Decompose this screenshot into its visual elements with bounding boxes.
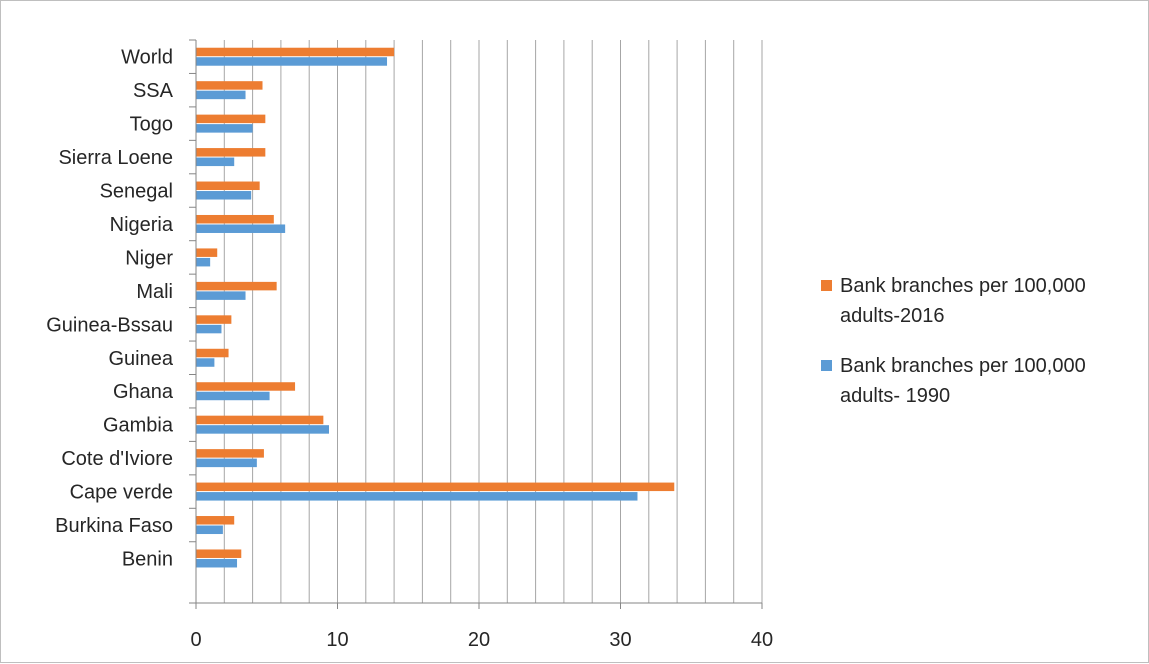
legend: Bank branches per 100,000 adults-2016 Bank… xyxy=(821,275,1086,407)
gridlines xyxy=(223,40,763,603)
legend-label: Bank branches per 100,000 xyxy=(840,355,1086,377)
bar-1990 xyxy=(196,191,252,200)
bar-2016 xyxy=(196,348,229,358)
legend-label: adults- 1990 xyxy=(840,385,950,407)
category-label: Burkina Faso xyxy=(55,515,173,537)
bar-2016 xyxy=(196,315,232,324)
bar-2016 xyxy=(196,549,242,558)
bars xyxy=(196,47,675,568)
bar-2016 xyxy=(196,482,675,492)
x-tick-label: 10 xyxy=(326,629,348,651)
bar-1990 xyxy=(196,458,257,468)
category-label: Gambia xyxy=(103,415,174,437)
category-label: Cote d'Iviore xyxy=(61,448,173,470)
bar-2016 xyxy=(196,214,274,224)
category-label: SSA xyxy=(133,80,174,102)
bar-1990 xyxy=(196,257,211,267)
bar-2016 xyxy=(196,248,218,257)
legend-label: adults-2016 xyxy=(840,305,945,327)
category-label: Guinea-Bssau xyxy=(46,314,173,336)
bar-1990 xyxy=(196,157,235,167)
bar-2016 xyxy=(196,181,260,191)
legend-marker-2016 xyxy=(821,280,832,291)
category-label: Mali xyxy=(136,281,173,303)
bar-2016 xyxy=(196,281,277,291)
x-tick-label: 30 xyxy=(609,629,631,651)
category-label: Nigeria xyxy=(110,214,174,236)
category-label: Togo xyxy=(130,114,173,136)
bar-1990 xyxy=(196,425,330,434)
category-label: World xyxy=(121,47,173,69)
category-label: Benin xyxy=(122,548,173,570)
category-label: Guinea xyxy=(109,348,174,370)
legend-marker-1990 xyxy=(821,360,832,371)
bar-2016 xyxy=(196,81,263,90)
bar-1990 xyxy=(196,224,286,233)
x-tick-label: 40 xyxy=(751,629,773,651)
category-label: Senegal xyxy=(100,181,173,203)
category-label: Ghana xyxy=(113,381,174,403)
x-tick-label: 20 xyxy=(468,629,490,651)
bar-1990 xyxy=(196,391,270,401)
bar-2016 xyxy=(196,516,235,525)
axes xyxy=(189,39,763,609)
bar-2016 xyxy=(196,382,296,391)
bar-1990 xyxy=(196,124,253,133)
bar-1990 xyxy=(196,492,638,501)
bar-1990 xyxy=(196,324,222,334)
x-tick-labels: 0 10 20 30 40 xyxy=(190,629,773,651)
x-tick-label: 0 xyxy=(190,629,201,651)
legend-label: Bank branches per 100,000 xyxy=(840,275,1086,297)
bar-1990 xyxy=(196,57,388,66)
bar-1990 xyxy=(196,525,223,535)
bar-2016 xyxy=(196,47,395,57)
bar-1990 xyxy=(196,558,238,568)
bar-1990 xyxy=(196,358,215,367)
bar-1990 xyxy=(196,291,246,300)
bar-2016 xyxy=(196,148,266,157)
bar-2016 xyxy=(196,114,266,124)
bar-2016 xyxy=(196,449,264,458)
bar-1990 xyxy=(196,90,246,100)
bar-2016 xyxy=(196,415,324,425)
category-label: Sierra Loene xyxy=(58,147,173,169)
category-labels: World SSA Togo Sierra Loene Senegal Nigeria Ni… xyxy=(46,47,174,571)
category-label: Niger xyxy=(125,247,173,269)
category-label: Cape verde xyxy=(70,482,173,504)
